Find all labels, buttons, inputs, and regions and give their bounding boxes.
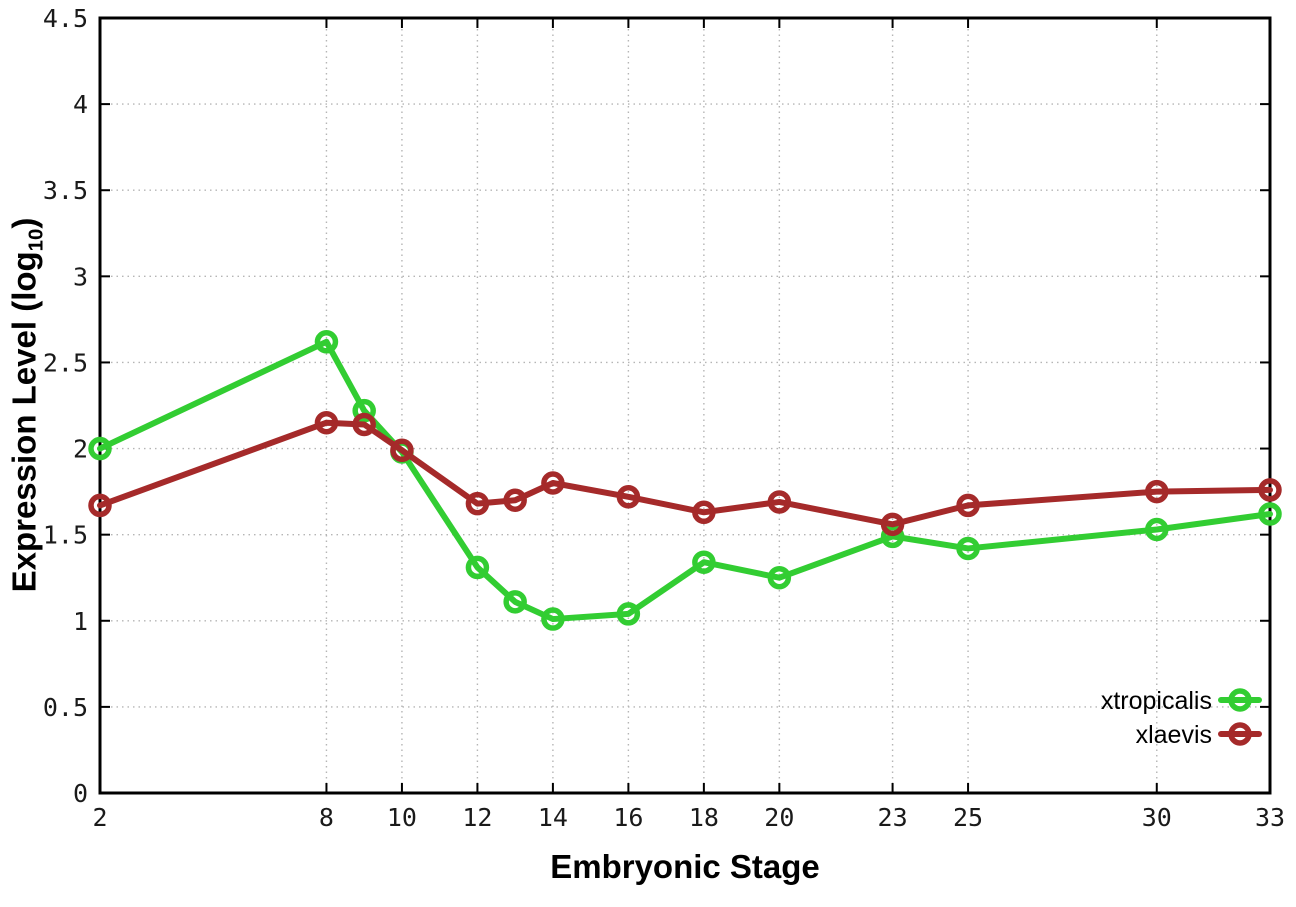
y-axis-title-subscript: 10	[24, 228, 48, 252]
x-axis-title: Embryonic Stage	[550, 848, 820, 885]
x-tick-label: 16	[613, 803, 643, 832]
legend-marker-xtropicalis	[1228, 688, 1252, 712]
data-point-xtropicalis	[465, 555, 490, 580]
x-tick-label: 12	[462, 803, 492, 832]
y-axis-title-text-close: )	[5, 217, 43, 229]
data-point-xtropicalis	[692, 550, 716, 574]
data-point-xtropicalis	[352, 398, 376, 423]
legend-label-xtropicalis: xtropicalis	[1101, 687, 1212, 715]
data-point-xtropicalis	[956, 536, 980, 561]
data-point-xlaevis	[503, 488, 527, 512]
data-point-xtropicalis	[1258, 502, 1282, 526]
data-point-xlaevis	[1258, 478, 1282, 502]
legend-marker-xlaevis	[1228, 722, 1252, 746]
y-tick-label: 0.5	[43, 693, 88, 722]
data-point-xlaevis	[352, 412, 376, 437]
x-tick-label: 10	[387, 803, 417, 832]
series-line-xlaevis	[97, 419, 1273, 528]
data-point-xlaevis	[1145, 479, 1169, 504]
data-point-xlaevis	[88, 493, 112, 518]
data-point-xlaevis	[692, 500, 716, 525]
x-tick-label: 2	[92, 803, 107, 832]
data-point-xtropicalis	[1145, 517, 1169, 542]
data-point-xlaevis	[616, 485, 641, 509]
y-tick-label: 1	[73, 607, 88, 636]
y-tick-label: 4.5	[43, 4, 88, 33]
data-point-xtropicalis	[503, 590, 527, 614]
y-tick-label: 2.5	[43, 348, 88, 377]
x-tick-label: 23	[878, 803, 908, 832]
x-tick-label: 25	[953, 803, 983, 832]
data-point-xlaevis	[956, 493, 980, 518]
data-point-xlaevis	[767, 490, 792, 514]
data-point-xlaevis	[465, 491, 490, 516]
data-point-xtropicalis	[767, 565, 792, 590]
x-tick-label: 14	[538, 803, 568, 832]
x-tick-label: 18	[689, 803, 719, 832]
y-axis-title: Expression Level (log10)	[5, 218, 48, 593]
x-tick-label: 8	[319, 803, 334, 832]
data-point-xtropicalis	[541, 607, 565, 631]
data-point-xtropicalis	[880, 524, 905, 549]
y-axis-title-text: Expression Level (log	[5, 251, 43, 593]
y-tick-label: 0	[73, 779, 88, 808]
y-tick-label: 2	[73, 435, 88, 464]
data-point-xtropicalis	[88, 436, 112, 461]
x-tick-label: 33	[1255, 803, 1285, 832]
y-tick-label: 3	[73, 262, 88, 291]
x-tick-label: 20	[764, 803, 794, 832]
data-point-xlaevis	[541, 471, 565, 495]
y-tick-label: 3.5	[43, 176, 88, 205]
plot-border	[98, 16, 1272, 795]
data-point-xlaevis	[314, 410, 339, 435]
data-point-xlaevis	[880, 512, 905, 537]
y-tick-label: 1.5	[43, 521, 88, 550]
data-point-xlaevis	[390, 438, 414, 463]
series-line-xtropicalis	[97, 338, 1273, 623]
x-tick-label: 30	[1142, 803, 1172, 832]
y-tick-label: 4	[73, 90, 88, 119]
data-point-xtropicalis	[616, 602, 641, 626]
data-point-xtropicalis	[314, 330, 339, 354]
legend-label-xlaevis: xlaevis	[1136, 721, 1212, 749]
